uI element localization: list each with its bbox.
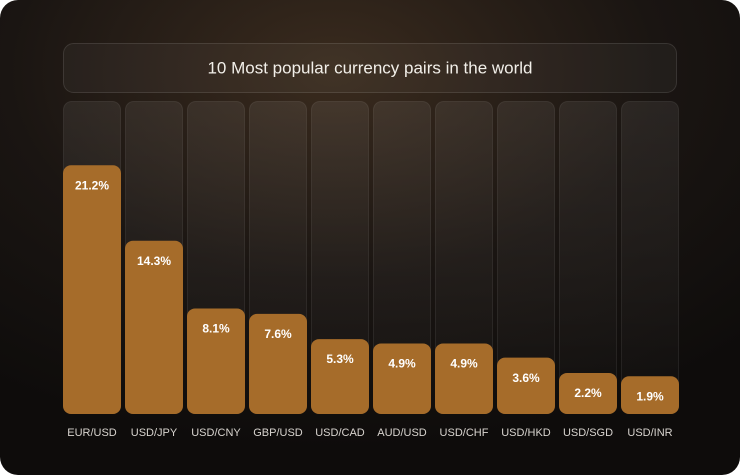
- bar: [559, 372, 617, 414]
- bar: [125, 240, 183, 414]
- value-label: 4.9%: [450, 357, 478, 371]
- value-label: 3.6%: [512, 371, 540, 385]
- value-label: 4.9%: [388, 357, 416, 371]
- bar: [249, 313, 307, 414]
- value-label: 5.3%: [326, 352, 354, 366]
- bar: [621, 376, 679, 414]
- bar: [63, 165, 121, 414]
- title-box: [63, 43, 677, 93]
- chart-title: 10 Most popular currency pairs in the wo…: [207, 58, 532, 77]
- value-label: 7.6%: [264, 327, 292, 341]
- value-label: 2.2%: [574, 386, 602, 400]
- column-track: [621, 101, 679, 414]
- x-tick-label: USD/CAD: [315, 427, 365, 439]
- value-label: 1.9%: [636, 389, 664, 403]
- value-label: 14.3%: [137, 254, 171, 268]
- x-tick-label: USD/HKD: [501, 427, 551, 439]
- x-tick-label: USD/JPY: [131, 427, 178, 439]
- bar: [187, 308, 245, 414]
- column-track: [559, 101, 617, 414]
- bar: [373, 343, 431, 414]
- x-tick-label: EUR/USD: [67, 427, 117, 439]
- value-label: 21.2%: [75, 178, 109, 192]
- x-tick-label: GBP/USD: [253, 427, 303, 439]
- value-label: 8.1%: [202, 322, 230, 336]
- bar: [497, 357, 555, 414]
- x-tick-label: USD/CHF: [440, 427, 489, 439]
- x-tick-label: USD/INR: [627, 427, 672, 439]
- bar: [435, 343, 493, 414]
- x-tick-label: AUD/USD: [377, 427, 427, 439]
- x-tick-label: USD/CNY: [191, 427, 241, 439]
- bar: [311, 339, 369, 414]
- x-tick-label: USD/SGD: [563, 427, 613, 439]
